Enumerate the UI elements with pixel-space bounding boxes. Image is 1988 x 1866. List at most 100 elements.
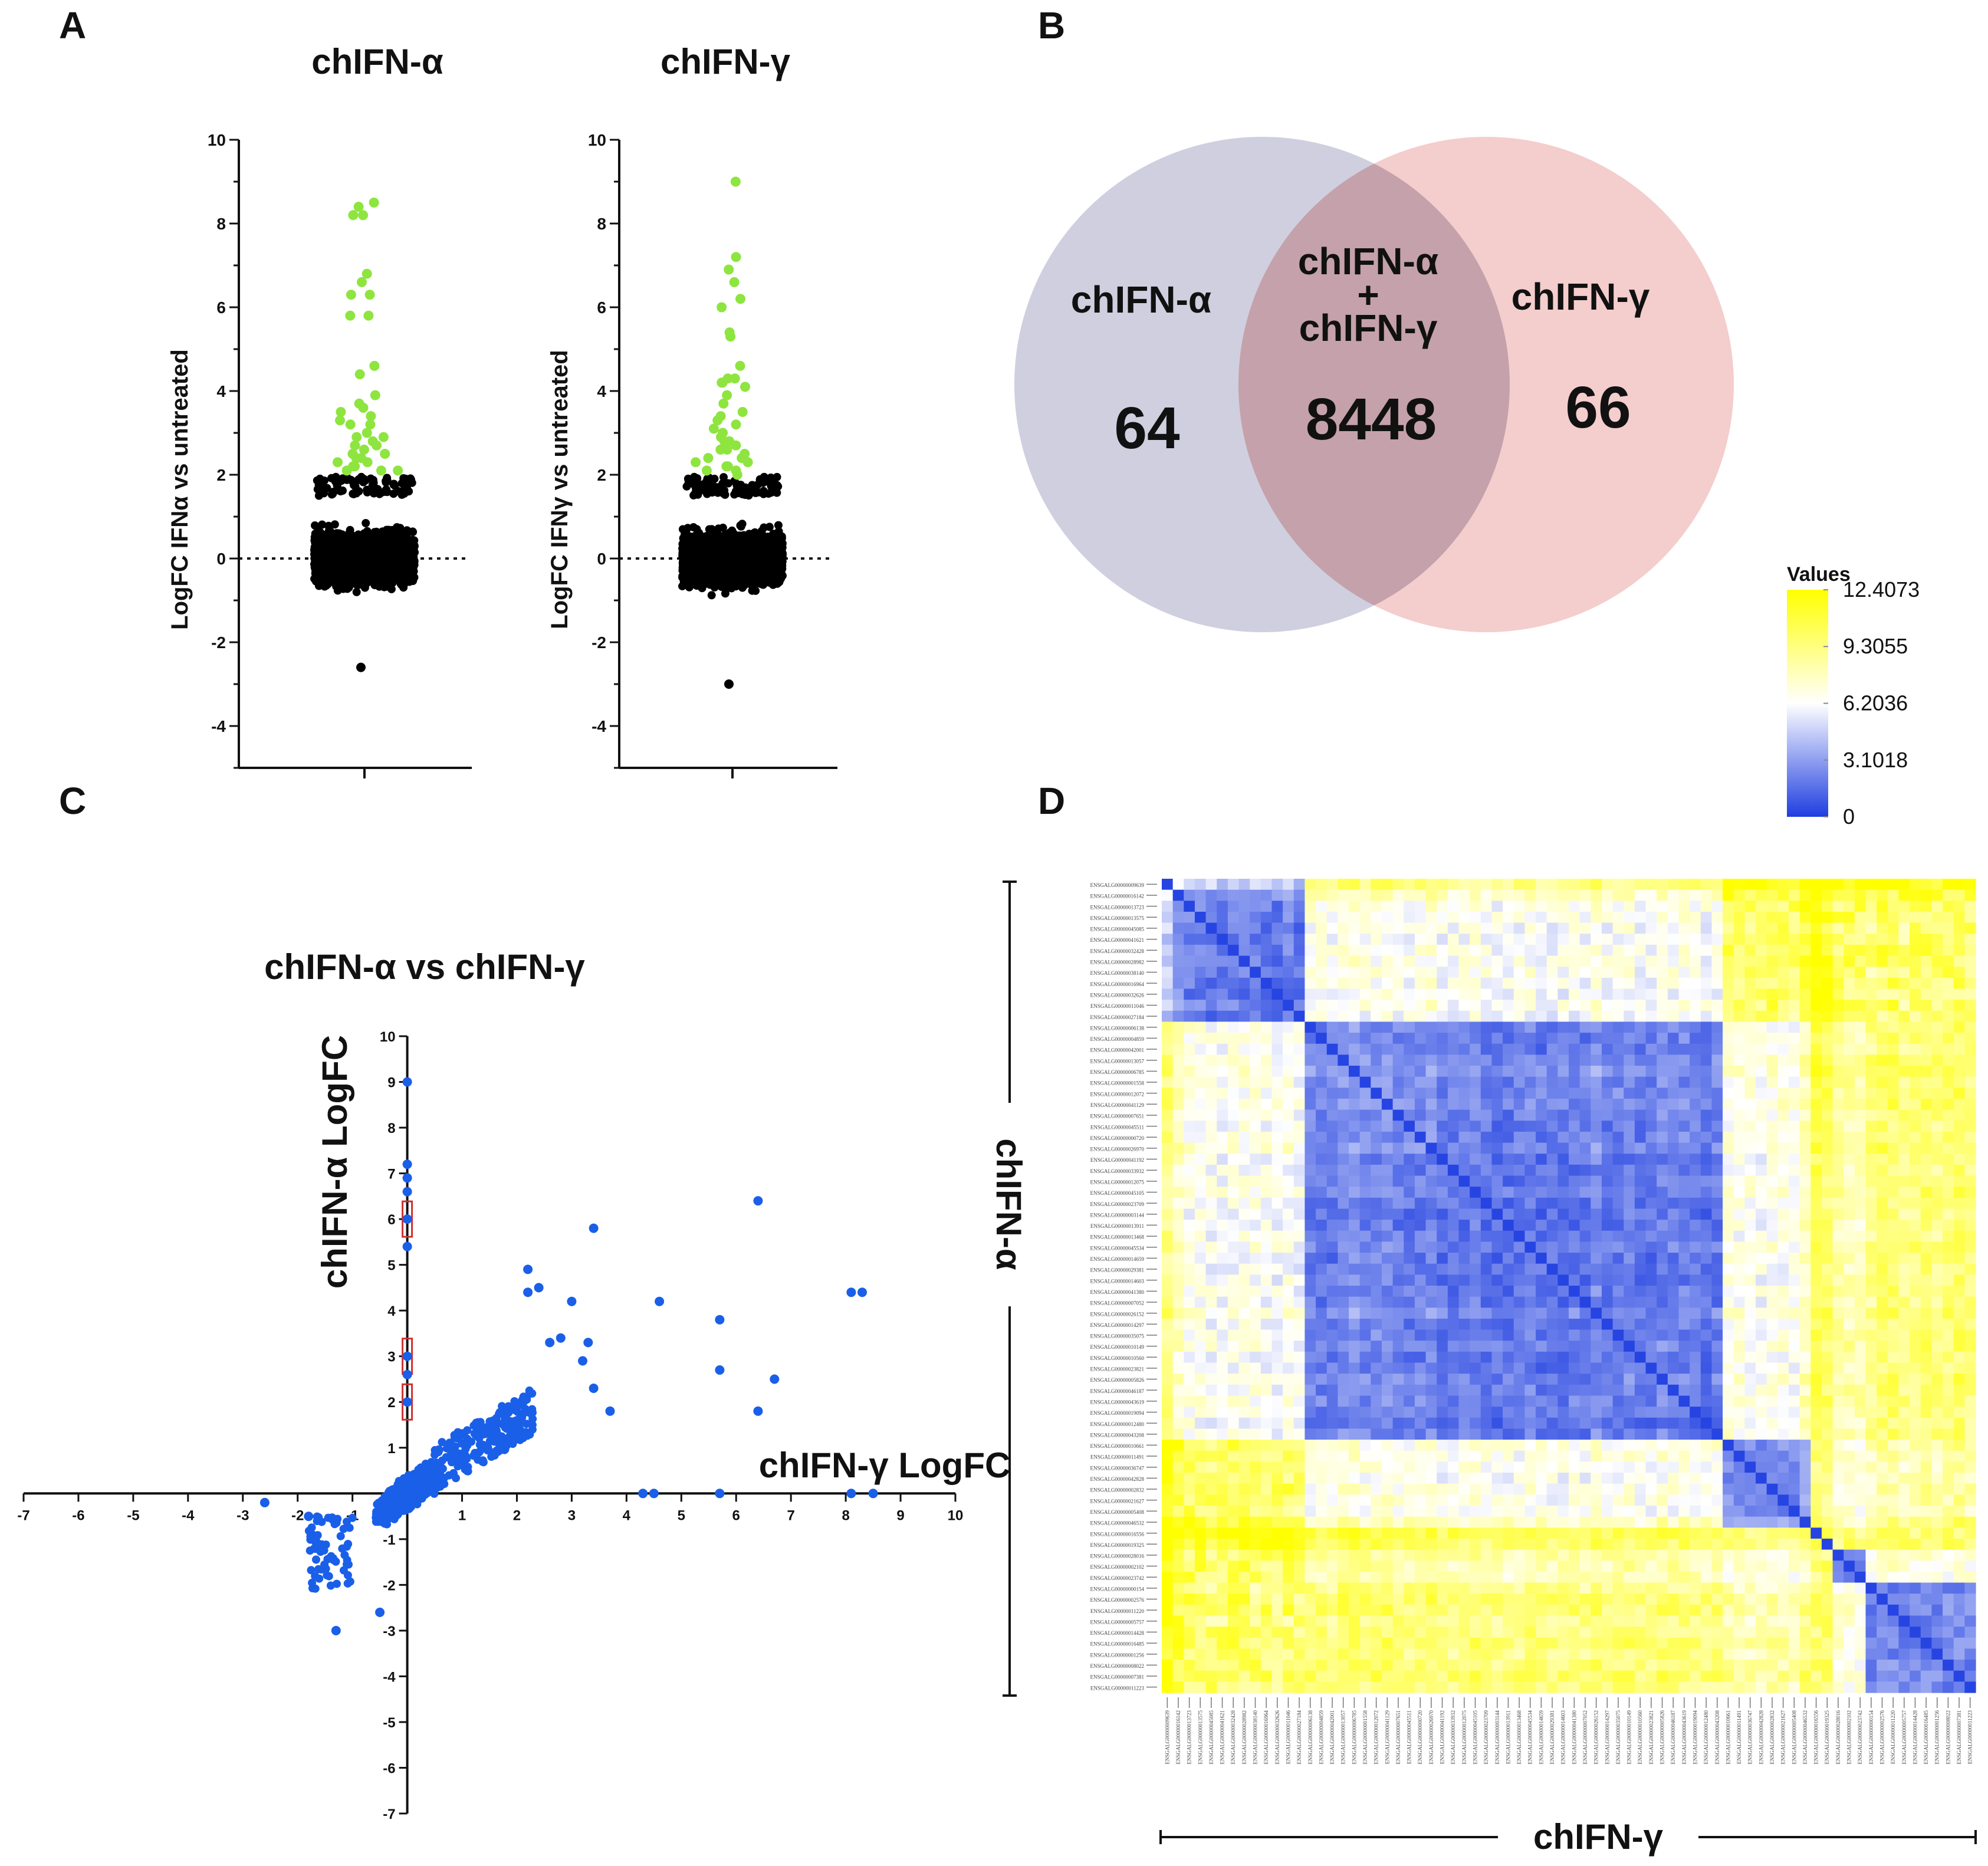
y-tick-label: 10 [588, 131, 606, 149]
dot [360, 577, 369, 586]
dot [718, 523, 727, 532]
dot [332, 529, 341, 538]
dot [314, 491, 323, 500]
dot [409, 536, 418, 544]
dot [382, 477, 390, 485]
dot [330, 578, 339, 587]
y-tick-label: 2 [216, 466, 226, 484]
dot-upregulated [348, 210, 359, 221]
y-tick-label: 0 [597, 550, 606, 568]
dot [320, 549, 328, 558]
dot-upregulated [369, 360, 380, 371]
dot-upregulated [362, 268, 372, 279]
dot-upregulated [351, 432, 362, 442]
dot-plot-title: chIFN-α [311, 42, 443, 81]
dot [393, 523, 402, 531]
dot [339, 486, 347, 495]
dot [311, 521, 319, 530]
y-tick-label: -4 [592, 717, 606, 735]
dot [368, 481, 377, 490]
dot [399, 474, 408, 482]
dot [352, 489, 361, 498]
dot [397, 490, 406, 499]
y-tick-label: 0 [216, 550, 226, 568]
dot [402, 564, 411, 573]
dot [390, 481, 399, 490]
dot [332, 560, 341, 569]
dot [311, 577, 320, 586]
dot [323, 484, 331, 492]
dot-plot-ifn-alpha: chIFN-α LogFC IFNα vs untreated 1086420-… [167, 42, 472, 778]
dot [357, 534, 366, 543]
y-tick-label: 8 [216, 215, 226, 233]
dot [352, 587, 361, 596]
dot [362, 519, 370, 527]
dot [352, 580, 361, 589]
y-tick-label: 2 [597, 466, 606, 484]
y-tick-label: -2 [592, 633, 606, 652]
y-tick-label: 6 [597, 298, 606, 317]
dot [360, 548, 369, 557]
y-tick-label: 10 [208, 131, 226, 149]
panel-letter-c: C [59, 780, 86, 822]
dot-upregulated [369, 198, 379, 208]
dot-upregulated [358, 210, 369, 221]
dot [383, 551, 392, 560]
dot [736, 521, 745, 530]
dot [707, 591, 716, 600]
dot [312, 534, 321, 543]
y-tick-label: -4 [211, 717, 226, 735]
y-tick-label: 6 [216, 298, 226, 317]
dots [678, 176, 787, 689]
dot-upregulated [376, 465, 386, 476]
dot [367, 577, 376, 586]
panel-letter-b: B [1038, 4, 1065, 47]
dot [380, 563, 389, 571]
dot-upregulated [346, 290, 356, 300]
dot-upregulated [341, 465, 352, 476]
dot-upregulated [393, 465, 403, 476]
dot-upregulated [380, 449, 390, 459]
dot-upregulated [378, 432, 389, 442]
dot-upregulated [372, 440, 382, 451]
dot-upregulated [364, 290, 375, 300]
dot [403, 548, 412, 557]
dot-upregulated [358, 402, 369, 413]
y-axis-label: LogFC IFNγ vs untreated [547, 350, 573, 629]
dot [324, 565, 333, 574]
dot [387, 539, 396, 548]
dot [330, 520, 339, 529]
dot [339, 573, 347, 582]
dot-upregulated [362, 428, 372, 438]
panel-letter-a: A [59, 4, 86, 47]
panel-letter-d: D [1038, 780, 1065, 822]
dot [369, 489, 378, 498]
dot-upregulated [354, 369, 365, 380]
dot [370, 560, 379, 569]
dot-upregulated [333, 457, 343, 468]
dot-plot-title: chIFN-γ [661, 42, 791, 81]
dot [373, 534, 382, 543]
dot [314, 481, 323, 490]
dot [383, 488, 392, 497]
dot [353, 556, 362, 564]
dot [774, 521, 783, 530]
dot [354, 475, 363, 484]
dot [343, 584, 351, 593]
dot [388, 579, 397, 587]
dot [382, 571, 390, 580]
dot [331, 537, 340, 546]
dot [313, 558, 321, 567]
dot-upregulated [363, 310, 374, 321]
y-tick-label: 4 [597, 382, 606, 400]
dot [349, 537, 358, 546]
y-tick-label: -2 [211, 633, 226, 652]
dot [331, 472, 340, 481]
y-axis-label: LogFC IFNα vs untreated [167, 349, 193, 630]
dot [338, 546, 347, 555]
dot [408, 556, 417, 564]
dot-upregulated [345, 419, 356, 430]
dot [322, 582, 331, 590]
